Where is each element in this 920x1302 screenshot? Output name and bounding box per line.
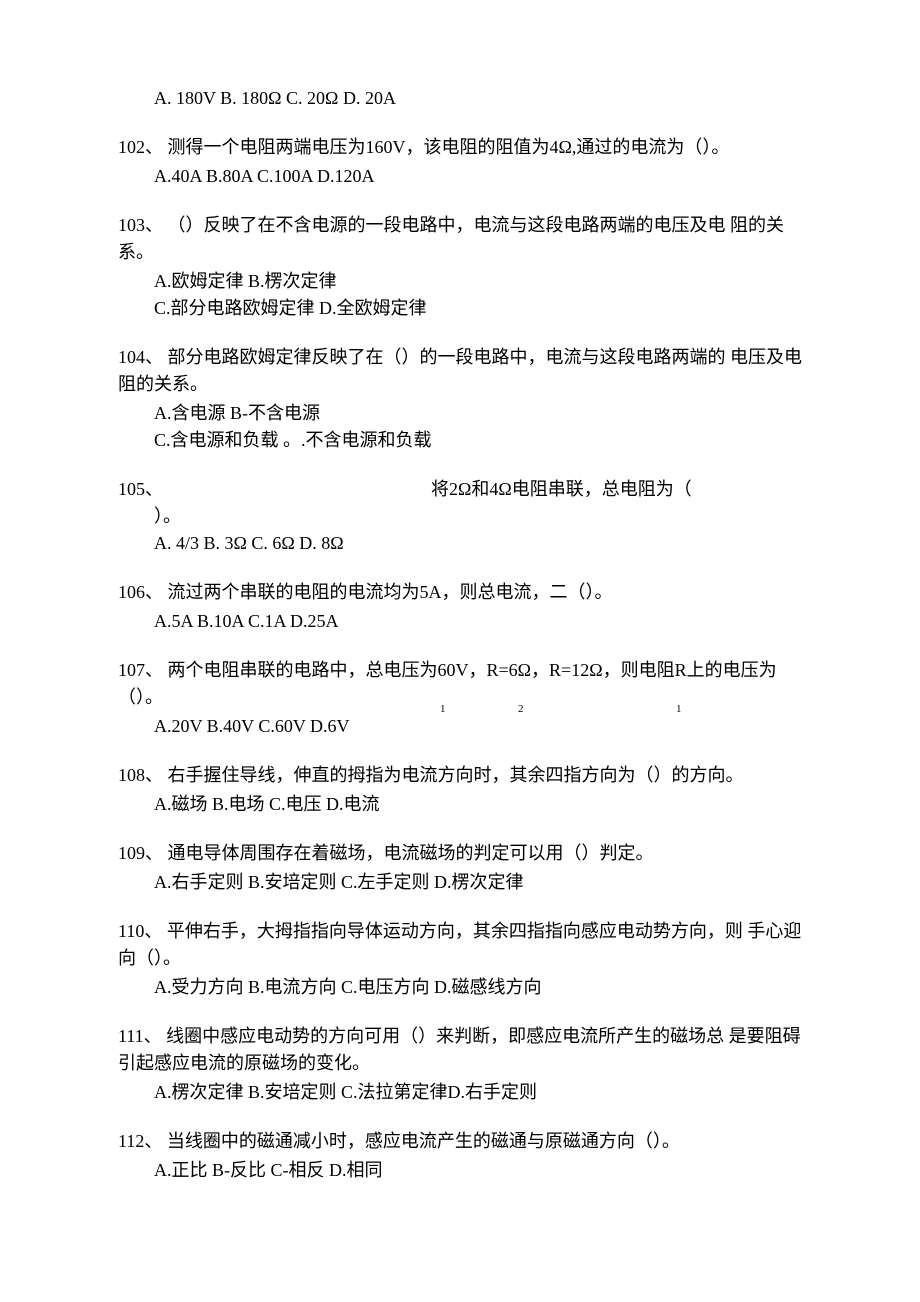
question-paren: ）。	[118, 503, 802, 530]
question-107: 107、 两个电阻串联的电路中，总电压为60V，R=6Ω，R=12Ω，则电阻R上…	[118, 657, 802, 740]
option-line: A.含电源 B-不含电源	[154, 400, 802, 427]
question-text: 103、 （）反映了在不含电源的一段电路中，电流与这段电路两端的电压及电 阻的关…	[118, 212, 802, 266]
question-number: 105、	[118, 476, 163, 503]
question-text: 104、 部分电路欧姆定律反映了在（）的一段电路中，电流与这段电路两端的 电压及…	[118, 344, 802, 398]
options-104: A.含电源 B-不含电源 C.含电源和负载 。.不含电源和负载	[118, 400, 802, 454]
question-106: 106、 流过两个串联的电阻的电流均为5A，则总电流，二（）。 A.5A B.1…	[118, 579, 802, 635]
options-105: A. 4/3 B. 3Ω C. 6Ω D. 8Ω	[118, 530, 802, 557]
question-text: 109、 通电导体周围存在着磁场，电流磁场的判定可以用（）判定。	[118, 840, 802, 867]
options-103: A.欧姆定律 B.楞次定律 C.部分电路欧姆定律 D.全欧姆定律	[118, 268, 802, 322]
question-102: 102、 测得一个电阻两端电压为160V，该电阻的阻值为4Ω,通过的电流为（）。…	[118, 134, 802, 190]
options-102: A.40A B.80A C.100A D.120A	[118, 163, 802, 190]
subscript: 1	[676, 701, 682, 718]
question-110: 110、 平伸右手，大拇指指向导体运动方向，其余四指指向感应电动势方向，则 手心…	[118, 918, 802, 1001]
options-106: A.5A B.10A C.1A D.25A	[118, 608, 802, 635]
question-111: 111、 线圈中感应电动势的方向可用（）来判断，即感应电流所产生的磁场总 是要阻…	[118, 1023, 802, 1106]
option-line: A. 180V B. 180Ω C. 20Ω D. 20A	[154, 85, 802, 112]
options-112: A.正比 B-反比 C-相反 D.相同	[118, 1157, 802, 1184]
question-text: 106、 流过两个串联的电阻的电流均为5A，则总电流，二（）。	[118, 579, 802, 606]
question-text: 102、 测得一个电阻两端电压为160V，该电阻的阻值为4Ω,通过的电流为（）。	[118, 134, 802, 161]
options-107: A.20V B.40V C.60V D.6V	[118, 713, 802, 740]
question-text: 107、 两个电阻串联的电路中，总电压为60V，R=6Ω，R=12Ω，则电阻R上…	[118, 657, 802, 711]
option-line: C.含电源和负载 。.不含电源和负载	[154, 427, 802, 454]
question-text: 108、 右手握住导线，伸直的拇指为电流方向时，其余四指方向为（）的方向。	[118, 762, 802, 789]
question-105: 105、 将2Ω和4Ω电阻串联，总电阻为（ ）。 A. 4/3 B. 3Ω C.…	[118, 476, 802, 557]
question-101-continued: A. 180V B. 180Ω C. 20Ω D. 20A	[118, 85, 802, 112]
question-108: 108、 右手握住导线，伸直的拇指为电流方向时，其余四指方向为（）的方向。 A.…	[118, 762, 802, 818]
question-text: 105、 将2Ω和4Ω电阻串联，总电阻为（	[118, 476, 802, 503]
question-109: 109、 通电导体周围存在着磁场，电流磁场的判定可以用（）判定。 A.右手定则 …	[118, 840, 802, 896]
option-line: A.欧姆定律 B.楞次定律	[154, 268, 802, 295]
option-line: A.受力方向 B.电流方向 C.电压方向 D.磁感线方向	[154, 974, 802, 1001]
subscript: 2	[518, 701, 524, 718]
options-101: A. 180V B. 180Ω C. 20Ω D. 20A	[118, 85, 802, 112]
question-text: 110、 平伸右手，大拇指指向导体运动方向，其余四指指向感应电动势方向，则 手心…	[118, 918, 802, 972]
question-content: 将2Ω和4Ω电阻串联，总电阻为（	[163, 476, 692, 503]
option-line: A.正比 B-反比 C-相反 D.相同	[154, 1157, 802, 1184]
question-112: 112、 当线圈中的磁通减小时，感应电流产生的磁通与原磁通方向（）。 A.正比 …	[118, 1128, 802, 1184]
option-line: C.部分电路欧姆定律 D.全欧姆定律	[154, 295, 802, 322]
question-104: 104、 部分电路欧姆定律反映了在（）的一段电路中，电流与这段电路两端的 电压及…	[118, 344, 802, 454]
option-line: A.40A B.80A C.100A D.120A	[154, 163, 802, 190]
question-text: 112、 当线圈中的磁通减小时，感应电流产生的磁通与原磁通方向（）。	[118, 1128, 802, 1155]
question-103: 103、 （）反映了在不含电源的一段电路中，电流与这段电路两端的电压及电 阻的关…	[118, 212, 802, 322]
options-108: A.磁场 B.电场 C.电压 D.电流	[118, 791, 802, 818]
option-line: A. 4/3 B. 3Ω C. 6Ω D. 8Ω	[154, 530, 802, 557]
question-text: 111、 线圈中感应电动势的方向可用（）来判断，即感应电流所产生的磁场总 是要阻…	[118, 1023, 802, 1077]
options-109: A.右手定则 B.安培定则 C.左手定则 D.楞次定律	[118, 869, 802, 896]
option-line: A.20V B.40V C.60V D.6V	[154, 713, 802, 740]
option-line: A.5A B.10A C.1A D.25A	[154, 608, 802, 635]
option-line: A.磁场 B.电场 C.电压 D.电流	[154, 791, 802, 818]
options-111: A.楞次定律 B.安培定则 C.法拉第定律D.右手定则	[118, 1079, 802, 1106]
options-110: A.受力方向 B.电流方向 C.电压方向 D.磁感线方向	[118, 974, 802, 1001]
subscript: 1	[440, 701, 446, 718]
option-line: A.楞次定律 B.安培定则 C.法拉第定律D.右手定则	[154, 1079, 802, 1106]
option-line: A.右手定则 B.安培定则 C.左手定则 D.楞次定律	[154, 869, 802, 896]
